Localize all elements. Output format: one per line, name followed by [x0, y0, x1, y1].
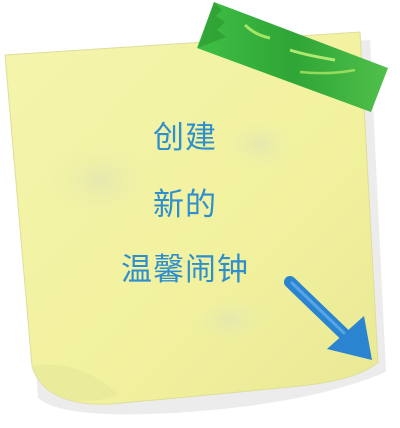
paper-texture — [220, 117, 300, 173]
arrow-down-right-icon — [284, 276, 372, 360]
note-line-create: 创建 — [153, 120, 217, 156]
paper-texture — [40, 140, 160, 220]
tape-icon — [197, 2, 388, 112]
note-line-new: 新的 — [153, 187, 217, 223]
note-line-alarm: 温馨闹钟 — [121, 252, 249, 288]
paper-texture — [185, 295, 275, 345]
note-curl — [32, 364, 118, 402]
create-alarm-arrow-button[interactable] — [280, 272, 380, 367]
